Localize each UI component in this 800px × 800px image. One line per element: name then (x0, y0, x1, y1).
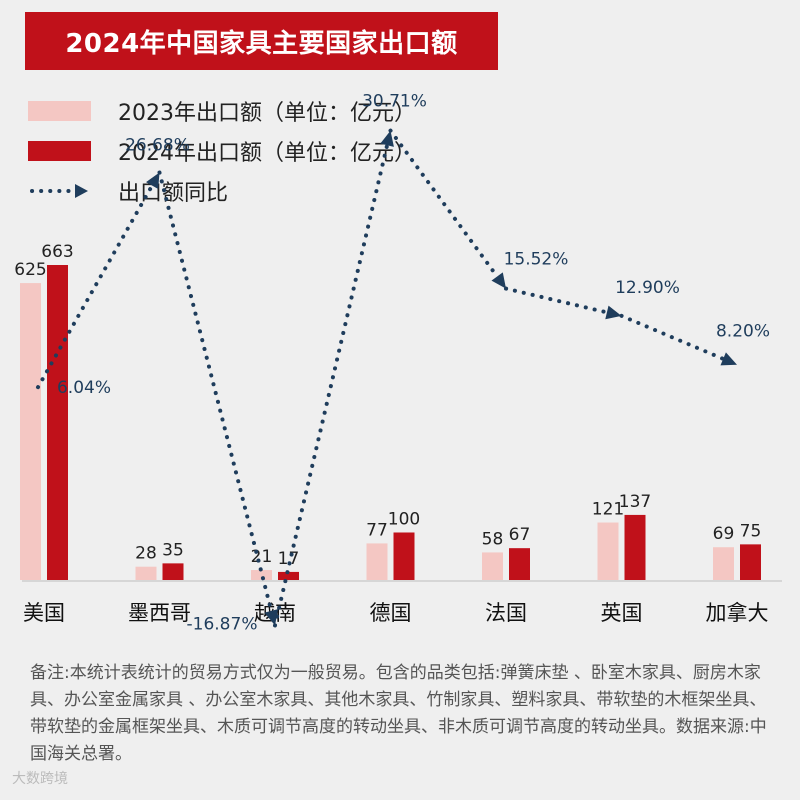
yoy-label-2: -16.87% (187, 614, 258, 634)
value-label-2023-2: 21 (251, 547, 273, 567)
yoy-arrowhead-3 (380, 130, 394, 147)
yoy-arrowhead-1 (146, 172, 160, 190)
bar-2024-5 (624, 514, 646, 580)
bar-2023-6 (713, 547, 734, 580)
legend-item-2024: 2024年出口额（单位：亿元） (28, 134, 416, 168)
value-label-2023-3: 77 (366, 520, 388, 540)
yoy-segment-3 (388, 128, 500, 280)
value-label-2023-0: 625 (14, 260, 46, 280)
category-label-6: 加拿大 (706, 601, 769, 625)
value-label-2024-4: 67 (509, 525, 531, 545)
bar-2023-4 (482, 552, 503, 580)
yoy-segment-2 (273, 142, 390, 628)
yoy-label-5: 12.90% (615, 278, 680, 298)
value-label-2024-0: 663 (41, 242, 73, 262)
value-label-2024-2: 17 (278, 549, 300, 569)
value-label-2023-6: 69 (713, 524, 735, 544)
bar-2024-2 (278, 571, 299, 580)
bar-line-chart: 625663美国2835墨西哥2117越南77100德国5867法国121137… (14, 92, 782, 634)
footnote: 备注:本统计表统计的贸易方式仅为一般贸易。包含的品类包括:弹簧床垫 、卧室木家具… (30, 663, 767, 764)
value-label-2024-5: 137 (619, 492, 651, 512)
yoy-label-6: 8.20% (716, 322, 770, 342)
bar-2024-0 (47, 265, 68, 580)
legend-swatch-2024 (28, 141, 91, 161)
bar-2023-2 (251, 570, 272, 580)
yoy-arrowhead-2 (264, 609, 279, 626)
yoy-segment-0 (36, 182, 155, 390)
yoy-label-1: 26.68% (125, 136, 190, 156)
yoy-segment-5 (619, 313, 727, 362)
value-label-2023-5: 121 (592, 500, 624, 520)
bar-2024-6 (740, 544, 761, 580)
chart-title: 2024年中国家具主要国家出口额 (25, 12, 498, 70)
yoy-label-0: 6.04% (57, 378, 111, 398)
legend-label-2023: 2023年出口额（单位：亿元） (118, 101, 416, 126)
category-label-4: 法国 (485, 601, 527, 625)
bar-2023-5 (597, 522, 619, 580)
yoy-segment-4 (504, 286, 610, 315)
category-label-3: 德国 (370, 601, 412, 625)
bar-2023-1 (135, 566, 157, 580)
legend-item-2023: 2023年出口额（单位：亿元） (28, 94, 416, 128)
value-label-2024-6: 75 (740, 521, 762, 541)
legend-label-2024: 2024年出口额（单位：亿元） (118, 141, 416, 166)
yoy-arrowhead-4 (491, 272, 506, 289)
yoy-label-4: 15.52% (504, 250, 569, 270)
legend-label-yoy: 出口额同比 (118, 181, 229, 206)
bar-2023-0 (20, 283, 41, 580)
category-label-5: 英国 (601, 601, 643, 625)
yoy-segment-1 (157, 170, 274, 614)
category-label-0: 美国 (23, 601, 65, 625)
legend-item-yoy: 出口额同比 (28, 174, 228, 208)
yoy-arrowhead-6 (720, 352, 737, 366)
category-label-1: 墨西哥 (128, 601, 191, 625)
value-label-2024-1: 35 (162, 540, 184, 560)
watermark: 大数跨境 (12, 771, 68, 787)
value-label-2023-4: 58 (482, 529, 504, 549)
bar-2024-4 (509, 548, 530, 580)
bar-2024-3 (393, 532, 415, 580)
legend-swatch-2023 (28, 101, 91, 121)
bar-2023-3 (366, 543, 388, 580)
value-label-2024-3: 100 (388, 509, 420, 529)
yoy-arrowhead-5 (605, 305, 622, 320)
yoy-label-3: 30.71% (362, 92, 427, 112)
value-label-2023-1: 28 (135, 544, 157, 564)
legend-dotted-arrow-icon (30, 184, 88, 198)
bar-2024-1 (162, 563, 184, 580)
